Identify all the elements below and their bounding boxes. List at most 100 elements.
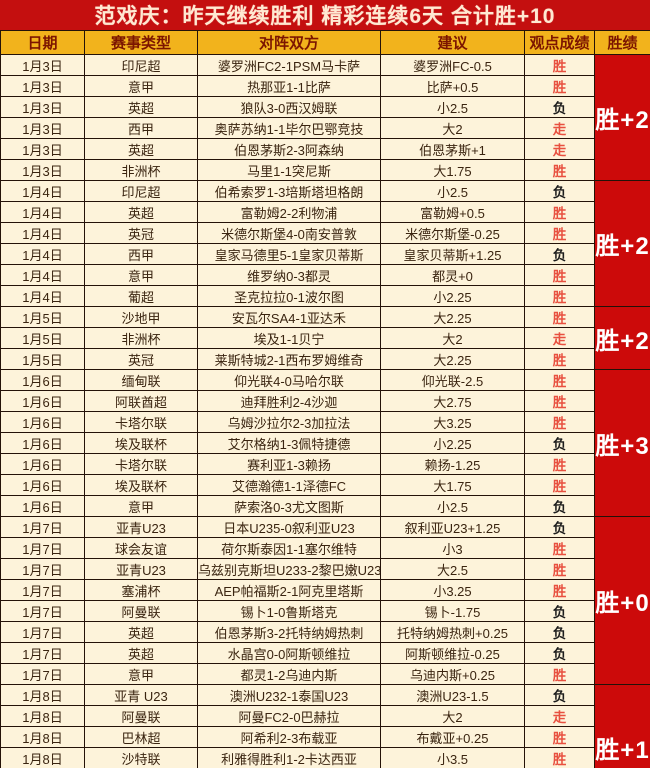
league-cell: 亚青U23 [84,558,198,580]
result-cell: 负 [524,432,595,454]
match-cell: 艾德瀚德1-1泽德FC [197,474,381,496]
match-cell: 热那亚1-1比萨 [197,75,381,97]
table-row: 1月8日 阿曼联 阿曼FC2-0巴赫拉 大2 走 [0,705,650,727]
league-cell: 亚青 U23 [84,684,198,706]
date-cell: 1月3日 [0,138,85,160]
league-cell: 阿联酋超 [84,390,198,412]
match-cell: AEP帕福斯2-1阿克里塔斯 [197,579,381,601]
table-row: 1月7日 意甲 都灵1-2乌迪内斯 乌迪内斯+0.25 胜 [0,663,650,685]
tip-cell: 大2.5 [380,558,525,580]
date-cell: 1月6日 [0,432,85,454]
date-cell: 1月5日 [0,306,85,328]
tip-cell: 布戴亚+0.25 [380,726,525,748]
table-row: 1月3日 英超 狼队3-0西汉姆联 小2.5 负 [0,96,650,118]
date-cell: 1月3日 [0,75,85,97]
table-row: 1月6日 埃及联杯 艾尔格纳1-3佩特捷德 小2.25 负 [0,432,650,454]
result-cell: 走 [524,705,595,727]
date-cell: 1月4日 [0,264,85,286]
table-row: 1月4日 印尼超 伯希索罗1-3培斯塔坦格朗 小2.5 负胜+2 [0,180,650,307]
column-header-tip: 建议 [380,30,525,55]
tip-cell: 富勒姆+0.5 [380,201,525,223]
date-cell: 1月7日 [0,621,85,643]
result-cell: 胜 [524,726,595,748]
result-cell: 胜 [524,159,595,181]
date-cell: 1月6日 [0,474,85,496]
table-row: 1月7日 英超 水晶宫0-0阿斯顿维拉 阿斯顿维拉-0.25 负 [0,642,650,664]
match-cell: 伯希索罗1-3培斯塔坦格朗 [197,180,381,202]
result-cell: 走 [524,117,595,139]
result-cell: 胜 [524,201,595,223]
match-cell: 安瓦尔SA4-1亚达禾 [197,306,381,328]
tip-cell: 小2.25 [380,432,525,454]
match-cell: 皇家马德里5-1皇家贝蒂斯 [197,243,381,265]
match-cell: 艾尔格纳1-3佩特捷德 [197,432,381,454]
result-cell: 胜 [524,306,595,328]
match-cell: 伯恩茅斯2-3阿森纳 [197,138,381,160]
tip-cell: 婆罗洲FC-0.5 [380,54,525,76]
match-cell: 迪拜胜利2-4沙迦 [197,390,381,412]
tip-cell: 锡卜-1.75 [380,600,525,622]
result-cell: 负 [524,495,595,517]
league-cell: 英超 [84,96,198,118]
table-row: 1月3日 印尼超 婆罗洲FC2-1PSM马卡萨 婆罗洲FC-0.5 胜胜+2 [0,54,650,181]
date-cell: 1月6日 [0,411,85,433]
date-cell: 1月8日 [0,684,85,706]
league-cell: 卡塔尔联 [84,453,198,475]
tip-cell: 赖扬-1.25 [380,453,525,475]
league-cell: 球会友谊 [84,537,198,559]
result-cell: 负 [524,600,595,622]
date-cell: 1月3日 [0,96,85,118]
table-row: 1月8日 沙特联 利雅得胜利1-2卡达西亚 小3.5 胜 [0,747,650,768]
match-cell: 奥萨苏纳1-1毕尔巴鄂竞技 [197,117,381,139]
tip-cell: 小2.5 [380,96,525,118]
league-cell: 印尼超 [84,180,198,202]
league-cell: 沙地甲 [84,306,198,328]
date-cell: 1月3日 [0,117,85,139]
league-cell: 印尼超 [84,54,198,76]
tip-cell: 小2.25 [380,285,525,307]
league-cell: 卡塔尔联 [84,411,198,433]
tip-cell: 澳洲U23-1.5 [380,684,525,706]
table-row: 1月4日 英冠 米德尔斯堡4-0南安普敦 米德尔斯堡-0.25 胜 [0,222,650,244]
table-row: 1月5日 英冠 莱斯特城2-1西布罗姆维奇 大2.25 胜 [0,348,650,370]
match-cell: 阿希利2-3布载亚 [197,726,381,748]
header-row: 日期 赛事类型 对阵双方 建议 观点成绩 胜绩 [0,30,650,55]
league-cell: 英冠 [84,348,198,370]
table-row: 1月7日 亚青U23 日本U235-0叙利亚U23 叙利亚U23+1.25 负胜+0 [0,516,650,685]
table-row: 1月6日 阿联酋超 迪拜胜利2-4沙迦 大2.75 胜 [0,390,650,412]
table-row: 1月8日 亚青 U23 澳洲U232-1泰国U23 澳洲U23-1.5 负胜+1 [0,684,650,768]
match-cell: 埃及1-1贝宁 [197,327,381,349]
league-cell: 西甲 [84,117,198,139]
table-row: 1月6日 意甲 萨索洛0-3尤文图斯 小2.5 负 [0,495,650,517]
tip-cell: 阿斯顿维拉-0.25 [380,642,525,664]
match-cell: 都灵1-2乌迪内斯 [197,663,381,685]
tip-cell: 伯恩茅斯+1 [380,138,525,160]
date-cell: 1月7日 [0,579,85,601]
column-header-match: 对阵双方 [197,30,381,55]
match-cell: 阿曼FC2-0巴赫拉 [197,705,381,727]
result-cell: 胜 [524,348,595,370]
match-cell: 澳洲U232-1泰国U23 [197,684,381,706]
match-cell: 圣克拉拉0-1波尔图 [197,285,381,307]
match-cell: 乌姆沙拉尔2-3加拉法 [197,411,381,433]
match-cell: 莱斯特城2-1西布罗姆维奇 [197,348,381,370]
result-cell: 走 [524,138,595,160]
date-cell: 1月6日 [0,453,85,475]
result-cell: 胜 [524,558,595,580]
match-cell: 维罗纳0-3都灵 [197,264,381,286]
streak-cell: 胜+1 [594,684,650,768]
match-cell: 锡卜1-0鲁斯塔克 [197,600,381,622]
tip-cell: 大2 [380,327,525,349]
table-row: 1月7日 英超 伯恩茅斯3-2托特纳姆热刺 托特纳姆热刺+0.25 负 [0,621,650,643]
result-cell: 胜 [524,222,595,244]
league-cell: 巴林超 [84,726,198,748]
date-cell: 1月7日 [0,663,85,685]
tip-cell: 托特纳姆热刺+0.25 [380,621,525,643]
tip-cell: 小2.5 [380,180,525,202]
result-cell: 胜 [524,411,595,433]
league-cell: 阿曼联 [84,600,198,622]
tip-cell: 大2.25 [380,306,525,328]
table-row: 1月6日 卡塔尔联 乌姆沙拉尔2-3加拉法 大3.25 胜 [0,411,650,433]
league-cell: 英超 [84,621,198,643]
league-cell: 埃及联杯 [84,432,198,454]
